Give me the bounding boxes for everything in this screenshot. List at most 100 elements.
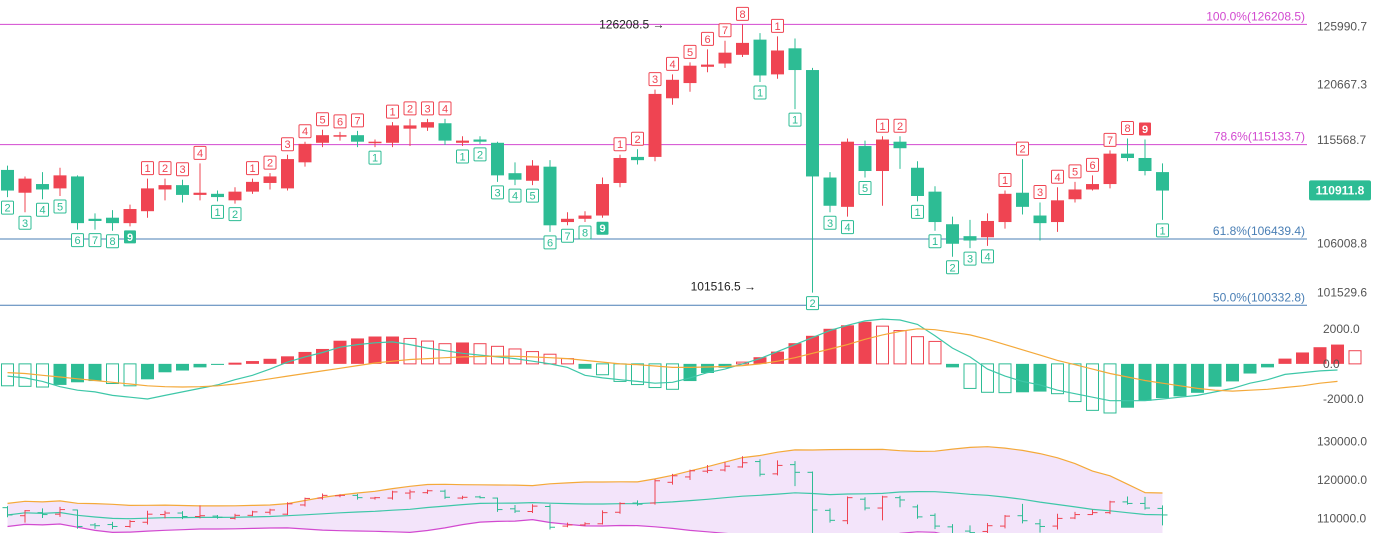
sequence-number: 5 <box>529 191 535 203</box>
sequence-number: 4 <box>442 103 448 115</box>
sequence-number: 1 <box>214 207 220 219</box>
sequence-badge <box>666 56 679 71</box>
sequence-number: 5 <box>57 201 63 213</box>
sequence-badge <box>1103 132 1117 147</box>
sequence-number: 1 <box>372 153 378 165</box>
sequence-number: 1 <box>932 236 938 248</box>
sequence-badge <box>176 162 189 177</box>
sequence-badge <box>1 200 14 215</box>
sequence-badge <box>333 114 347 129</box>
sequence-number: 2 <box>407 103 413 115</box>
sequence-badge <box>316 112 329 127</box>
sequence-number: 1 <box>617 139 623 151</box>
macd-dif-line <box>7 318 1338 402</box>
candle-body <box>281 159 294 189</box>
macd-histogram-bar <box>1086 363 1099 411</box>
sequence-badge <box>298 124 312 139</box>
macd-histogram-bar <box>1348 350 1362 365</box>
macd-histogram-bar <box>981 363 994 393</box>
candle-body <box>1121 153 1134 158</box>
sequence-badge <box>508 188 522 203</box>
sequence-badge <box>1051 169 1064 184</box>
sequence-badge <box>124 230 136 244</box>
candle-body <box>491 142 504 176</box>
macd-axis-tick: 2000.0 <box>1323 322 1360 336</box>
sequence-number: 6 <box>547 237 553 249</box>
sequence-number: 1 <box>792 115 798 127</box>
sequence-badge <box>1068 164 1082 179</box>
sequence-badge <box>946 260 959 275</box>
sequence-badge <box>473 147 487 162</box>
sequence-number: 2 <box>634 134 640 146</box>
candle-body <box>648 93 662 157</box>
candle-body <box>246 181 259 192</box>
sequence-badge <box>736 6 749 21</box>
sequence-number: 3 <box>1037 187 1043 199</box>
macd-histogram-bar <box>88 363 102 382</box>
candle-body <box>228 191 242 201</box>
candle-body <box>298 143 312 163</box>
macd-histogram-bar <box>53 363 67 385</box>
macd-histogram-bar <box>596 363 609 376</box>
candle-body <box>1051 200 1064 223</box>
candle-body <box>368 141 382 144</box>
sequence-badge <box>823 215 837 230</box>
sequence-number: 6 <box>704 34 710 46</box>
sequence-number: 2 <box>1019 144 1025 156</box>
macd-histogram-bar <box>701 363 714 373</box>
sequence-number: 5 <box>319 114 325 126</box>
candle-body <box>1068 189 1082 200</box>
sequence-number: 4 <box>39 205 45 217</box>
sequence-badge <box>1016 141 1029 156</box>
sequence-badge <box>193 145 207 160</box>
macd-histogram-bar <box>1191 363 1204 393</box>
candle-body <box>71 176 84 224</box>
sequence-badge <box>53 199 67 214</box>
sequence-badge <box>106 234 119 249</box>
candle-body <box>18 178 32 193</box>
sequence-number: 4 <box>984 251 990 263</box>
sequence-number: 8 <box>582 228 588 240</box>
candle-body <box>701 64 714 67</box>
sequence-badge <box>893 118 907 133</box>
macd-dea-line <box>7 328 1338 392</box>
candle-body <box>53 175 67 189</box>
sequence-number: 1 <box>1002 175 1008 187</box>
candle-body <box>876 139 889 172</box>
candle-body <box>771 50 784 75</box>
macd-histogram-bar <box>1 363 14 387</box>
macd-histogram-bar <box>946 363 959 368</box>
sequence-badge <box>561 228 574 243</box>
macd-histogram-bar <box>123 363 137 387</box>
macd-histogram-bar <box>823 328 837 364</box>
macd-histogram-bar <box>228 362 242 365</box>
macd-histogram-bar <box>648 363 662 389</box>
sequence-badge <box>88 233 102 248</box>
macd-histogram-bar <box>491 345 504 365</box>
candle-body <box>736 42 749 55</box>
last-price-label: 110911.8 <box>1316 183 1365 197</box>
sequence-badge <box>228 207 242 222</box>
sequence-number: 4 <box>512 191 518 203</box>
bollinger-band-fill <box>7 446 1163 538</box>
macd-histogram-bar <box>141 363 154 380</box>
candle-body <box>806 70 819 177</box>
macd-axis-tick: -2000.0 <box>1323 392 1364 406</box>
candle-body <box>316 135 329 143</box>
candle-body <box>683 65 697 84</box>
candle-body <box>88 218 102 221</box>
sequence-number: 7 <box>92 235 98 247</box>
macd-histogram-bar <box>1296 352 1309 364</box>
macd-histogram-bar <box>316 348 329 364</box>
candle-body <box>911 167 924 196</box>
last-price-tag <box>1309 180 1371 201</box>
sequence-badge <box>438 101 452 116</box>
price-axis-tick: 115568.7 <box>1317 133 1366 147</box>
sequence-badge <box>71 233 84 248</box>
boll-panel <box>2 446 1168 538</box>
candle-body <box>1103 153 1117 185</box>
macd-histogram-bar <box>998 363 1012 394</box>
sequence-number: 7 <box>1107 135 1113 147</box>
